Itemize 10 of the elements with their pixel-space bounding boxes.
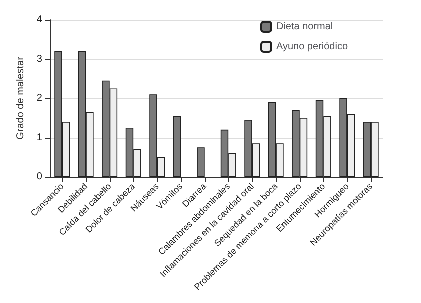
y-tick-label: 4 xyxy=(36,14,43,26)
bar xyxy=(197,148,205,177)
y-tick-label: 0 xyxy=(36,172,43,182)
legend-label: Ayuno periódico xyxy=(276,42,348,52)
y-tick-label: 1 xyxy=(36,132,43,144)
y-tick-label: 3 xyxy=(36,54,43,65)
y-tick-label: 2 xyxy=(36,93,43,104)
legend-label: Dieta normal xyxy=(276,22,334,32)
y-axis-title: Grado de malestar xyxy=(16,56,26,140)
bar xyxy=(173,116,182,177)
